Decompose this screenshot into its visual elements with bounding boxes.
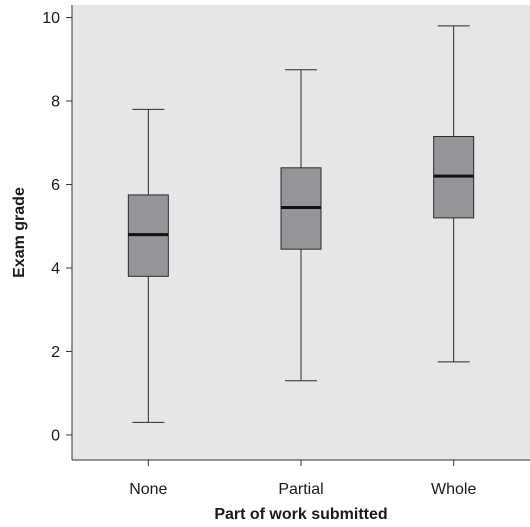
box-series — [127, 25, 475, 423]
x-axis: None Partial Whole — [72, 459, 530, 498]
y-axis: 0 2 4 6 8 10 — [42, 5, 73, 460]
x-axis-title: Part of work submitted — [214, 506, 387, 523]
y-tick-label: 0 — [51, 427, 60, 444]
y-tick-label: 10 — [42, 10, 60, 27]
box-none — [127, 108, 169, 423]
x-tick-label: Whole — [431, 481, 476, 498]
box-partial — [280, 69, 322, 382]
y-axis-title: Exam grade — [11, 187, 28, 278]
y-tick-label: 2 — [51, 344, 60, 361]
y-tick-label: 4 — [51, 260, 60, 277]
y-tick-label: 6 — [51, 177, 60, 194]
x-tick-label: None — [129, 481, 167, 498]
box-whole — [433, 25, 475, 363]
x-tick-label: Partial — [278, 481, 323, 498]
y-tick-label: 8 — [51, 94, 60, 111]
